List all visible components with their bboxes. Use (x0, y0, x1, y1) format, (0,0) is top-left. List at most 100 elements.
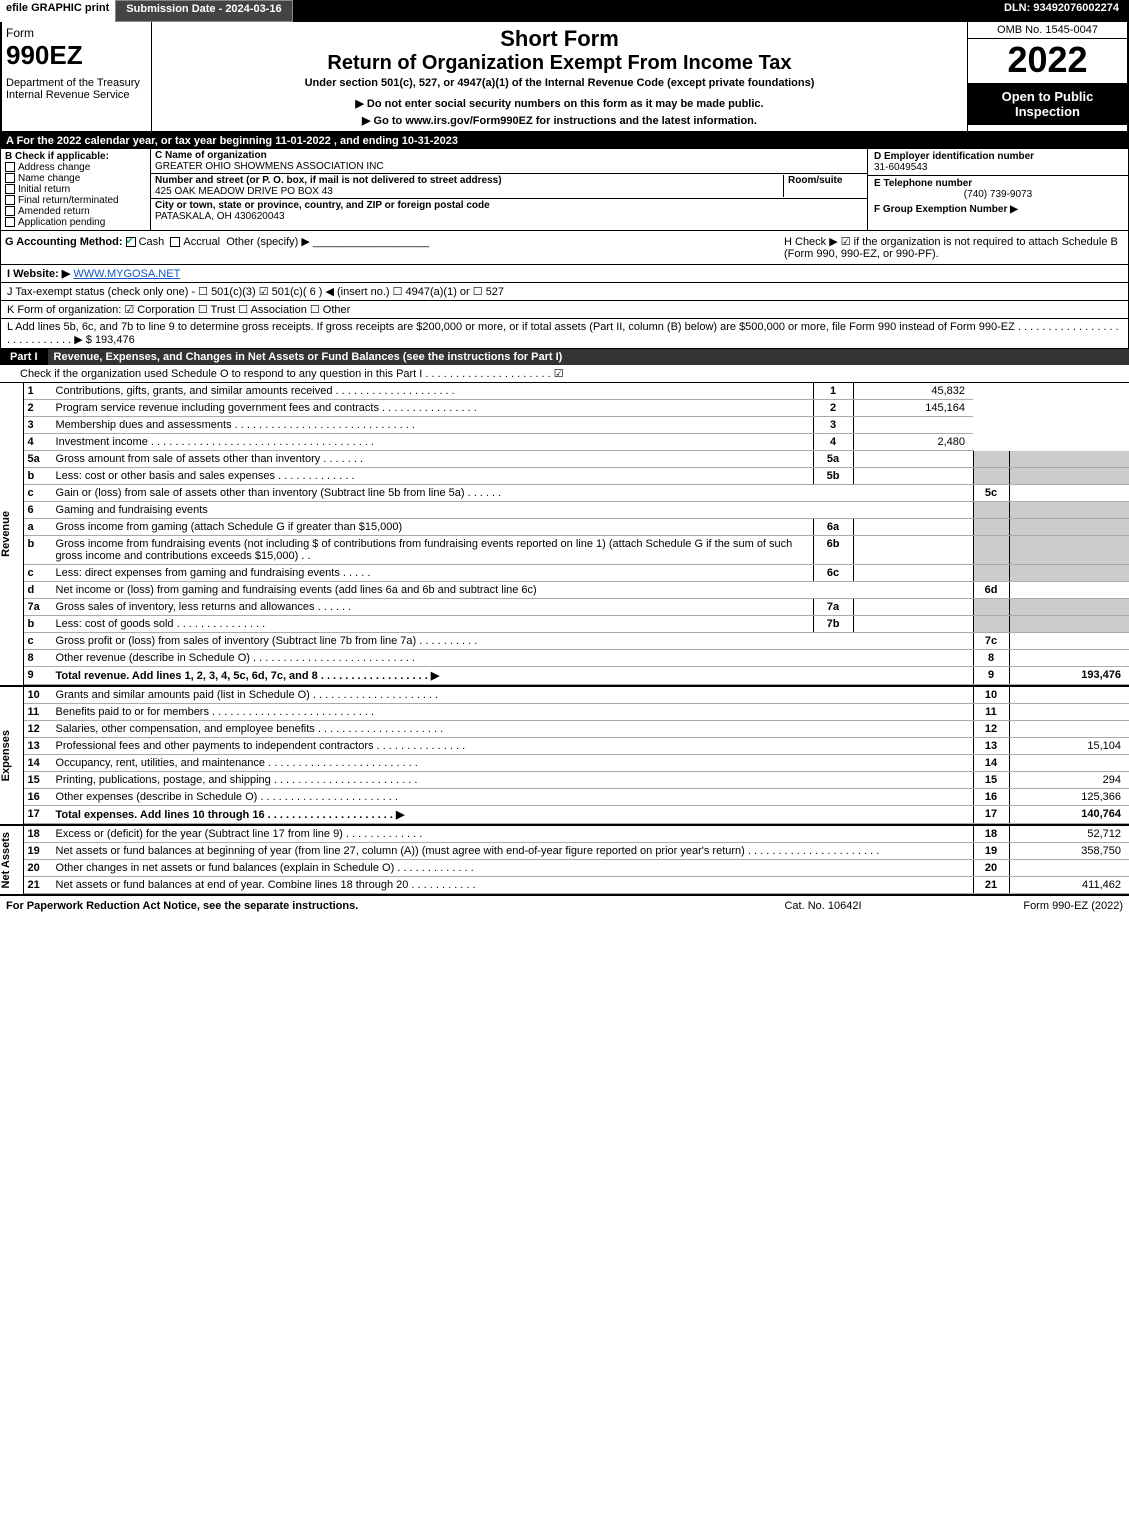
box-c: C Name of organization GREATER OHIO SHOW… (151, 149, 868, 230)
footer-form-id: Form 990-EZ (2022) (923, 900, 1123, 912)
spacer (293, 0, 994, 22)
line-6b: bGross income from fundraising events (n… (24, 536, 1129, 565)
other-specify-label: Other (specify) ▶ (226, 236, 310, 248)
row-l-value: 193,476 (95, 334, 135, 346)
check-name-change-label: Name change (18, 173, 80, 184)
ssn-warning: ▶ Do not enter social security numbers o… (156, 97, 963, 110)
check-address-change-label: Address change (18, 162, 90, 173)
row-l: L Add lines 5b, 6c, and 7b to line 9 to … (0, 319, 1129, 349)
accrual-label: Accrual (183, 236, 220, 248)
form-header: Form 990EZ Department of the Treasury In… (0, 22, 1129, 133)
check-final-return-label: Final return/terminated (18, 195, 119, 206)
box-c-name-label: C Name of organization (155, 150, 267, 161)
check-application-pending-label: Application pending (18, 217, 105, 228)
line-19: 19Net assets or fund balances at beginni… (24, 843, 1129, 860)
row-i-label: I Website: ▶ (7, 268, 70, 280)
line-12: 12Salaries, other compensation, and empl… (24, 721, 1129, 738)
website-link[interactable]: WWW.MYGOSA.NET (73, 268, 180, 280)
ein-value: 31-6049543 (874, 162, 1122, 173)
box-b-label: B Check if applicable: (5, 151, 146, 162)
line-6: 6Gaming and fundraising events (24, 502, 1129, 519)
header-left: Form 990EZ Department of the Treasury In… (2, 22, 152, 131)
check-application-pending[interactable]: Application pending (5, 217, 146, 228)
line-7a: 7aGross sales of inventory, less returns… (24, 599, 1129, 616)
tax-year: 2022 (968, 39, 1127, 83)
check-amended-return[interactable]: Amended return (5, 206, 146, 217)
revenue-vertical-label: Revenue (0, 383, 24, 685)
footer-cat-no: Cat. No. 10642I (723, 900, 923, 912)
top-bar: efile GRAPHIC print Submission Date - 20… (0, 0, 1129, 22)
row-g: G Accounting Method: Cash Accrual Other … (5, 235, 784, 260)
telephone-value: (740) 739-9073 (874, 189, 1122, 200)
org-name: GREATER OHIO SHOWMENS ASSOCIATION INC (155, 161, 384, 172)
line-13: 13Professional fees and other payments t… (24, 738, 1129, 755)
section-bcdef: B Check if applicable: Address change Na… (0, 149, 1129, 231)
check-final-return[interactable]: Final return/terminated (5, 195, 146, 206)
part-i-header: Part I Revenue, Expenses, and Changes in… (0, 349, 1129, 365)
line-21: 21Net assets or fund balances at end of … (24, 877, 1129, 894)
line-7c: cGross profit or (loss) from sales of in… (24, 633, 1129, 650)
check-cash[interactable] (126, 237, 136, 247)
line-6d: dNet income or (loss) from gaming and fu… (24, 582, 1129, 599)
net-assets-section: Net Assets 18Excess or (deficit) for the… (0, 824, 1129, 896)
header-center: Short Form Return of Organization Exempt… (152, 22, 967, 131)
line-15: 15Printing, publications, postage, and s… (24, 772, 1129, 789)
header-right: OMB No. 1545-0047 2022 Open to Public In… (967, 22, 1127, 131)
line-6c: cLess: direct expenses from gaming and f… (24, 565, 1129, 582)
row-j: J Tax-exempt status (check only one) - ☐… (0, 283, 1129, 301)
submission-date: Submission Date - 2024-03-16 (115, 0, 292, 22)
check-address-change[interactable]: Address change (5, 162, 146, 173)
line-3: 3Membership dues and assessments . . . .… (24, 417, 1129, 434)
box-b: B Check if applicable: Address change Na… (1, 149, 151, 230)
revenue-section: Revenue 1Contributions, gifts, grants, a… (0, 383, 1129, 685)
check-name-change[interactable]: Name change (5, 173, 146, 184)
return-title: Return of Organization Exempt From Incom… (156, 52, 963, 75)
expenses-section: Expenses 10Grants and similar amounts pa… (0, 685, 1129, 824)
box-c-addr-label: Number and street (or P. O. box, if mail… (155, 175, 502, 186)
line-5b: bLess: cost or other basis and sales exp… (24, 468, 1129, 485)
form-number: 990EZ (6, 40, 147, 71)
omb-number: OMB No. 1545-0047 (968, 22, 1127, 39)
check-accrual[interactable] (170, 237, 180, 247)
page-footer: For Paperwork Reduction Act Notice, see … (0, 896, 1129, 916)
line-18: 18Excess or (deficit) for the year (Subt… (24, 826, 1129, 843)
line-5c: cGain or (loss) from sale of assets othe… (24, 485, 1129, 502)
row-k: K Form of organization: ☑ Corporation ☐ … (0, 301, 1129, 319)
box-f-label: F Group Exemption Number ▶ (874, 204, 1122, 215)
dln-label: DLN: 93492076002274 (994, 0, 1129, 22)
expenses-table: 10Grants and similar amounts paid (list … (24, 687, 1129, 824)
line-6a: aGross income from gaming (attach Schedu… (24, 519, 1129, 536)
line-16: 16Other expenses (describe in Schedule O… (24, 789, 1129, 806)
line-14: 14Occupancy, rent, utilities, and mainte… (24, 755, 1129, 772)
line-8: 8Other revenue (describe in Schedule O) … (24, 650, 1129, 667)
box-d-label: D Employer identification number (874, 151, 1122, 162)
row-l-text: L Add lines 5b, 6c, and 7b to line 9 to … (7, 321, 1119, 346)
cash-label: Cash (139, 236, 165, 248)
line-2: 2Program service revenue including gover… (24, 400, 1129, 417)
net-assets-vertical-label: Net Assets (0, 826, 24, 894)
row-a-tax-year: A For the 2022 calendar year, or tax yea… (0, 133, 1129, 149)
revenue-table: 1Contributions, gifts, grants, and simil… (24, 383, 1129, 685)
line-10: 10Grants and similar amounts paid (list … (24, 687, 1129, 704)
form-word: Form (6, 26, 147, 40)
footer-paperwork-notice: For Paperwork Reduction Act Notice, see … (6, 900, 723, 912)
department-label: Department of the Treasury Internal Reve… (6, 77, 147, 101)
box-c-city-label: City or town, state or province, country… (155, 200, 490, 211)
line-11: 11Benefits paid to or for members . . . … (24, 704, 1129, 721)
line-9: 9Total revenue. Add lines 1, 2, 3, 4, 5c… (24, 667, 1129, 685)
part-i-subtitle: Check if the organization used Schedule … (0, 365, 1129, 383)
line-17: 17Total expenses. Add lines 10 through 1… (24, 806, 1129, 824)
efile-print-label[interactable]: efile GRAPHIC print (0, 0, 115, 22)
line-4: 4Investment income . . . . . . . . . . .… (24, 434, 1129, 451)
box-e-label: E Telephone number (874, 178, 1122, 189)
check-initial-return-label: Initial return (18, 184, 70, 195)
under-section-text: Under section 501(c), 527, or 4947(a)(1)… (156, 77, 963, 89)
check-initial-return[interactable]: Initial return (5, 184, 146, 195)
line-7b: bLess: cost of goods sold . . . . . . . … (24, 616, 1129, 633)
part-i-label: Part I (0, 349, 48, 365)
short-form-title: Short Form (156, 26, 963, 52)
part-i-title: Revenue, Expenses, and Changes in Net As… (48, 349, 1129, 365)
net-assets-table: 18Excess or (deficit) for the year (Subt… (24, 826, 1129, 894)
expenses-vertical-label: Expenses (0, 687, 24, 824)
line-1: 1Contributions, gifts, grants, and simil… (24, 383, 1129, 400)
